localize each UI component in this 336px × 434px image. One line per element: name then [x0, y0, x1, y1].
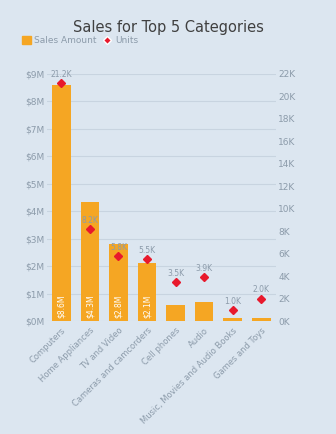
- Text: $4.3M: $4.3M: [85, 294, 94, 318]
- Text: 21.2K: 21.2K: [50, 69, 72, 79]
- Text: 1.0K: 1.0K: [224, 297, 241, 306]
- Text: 3.9K: 3.9K: [196, 264, 213, 273]
- Bar: [81, 201, 99, 321]
- Bar: [195, 302, 213, 321]
- Text: 2.0K: 2.0K: [253, 286, 270, 294]
- Text: 3.5K: 3.5K: [167, 269, 184, 277]
- Text: $8.6M: $8.6M: [57, 294, 66, 318]
- Bar: [52, 85, 71, 321]
- Text: $2.8M: $2.8M: [114, 295, 123, 318]
- Legend: Sales Amount, Units: Sales Amount, Units: [18, 33, 141, 49]
- Bar: [109, 244, 128, 321]
- Text: $2.1M: $2.1M: [142, 295, 152, 318]
- Bar: [166, 305, 185, 321]
- Text: 8.2K: 8.2K: [81, 216, 98, 225]
- Bar: [223, 318, 242, 321]
- Text: Sales for Top 5 Categories: Sales for Top 5 Categories: [73, 20, 263, 35]
- Text: 5.5K: 5.5K: [138, 246, 156, 255]
- Text: 5.8K: 5.8K: [110, 243, 127, 252]
- Bar: [252, 318, 270, 321]
- Bar: [138, 263, 156, 321]
